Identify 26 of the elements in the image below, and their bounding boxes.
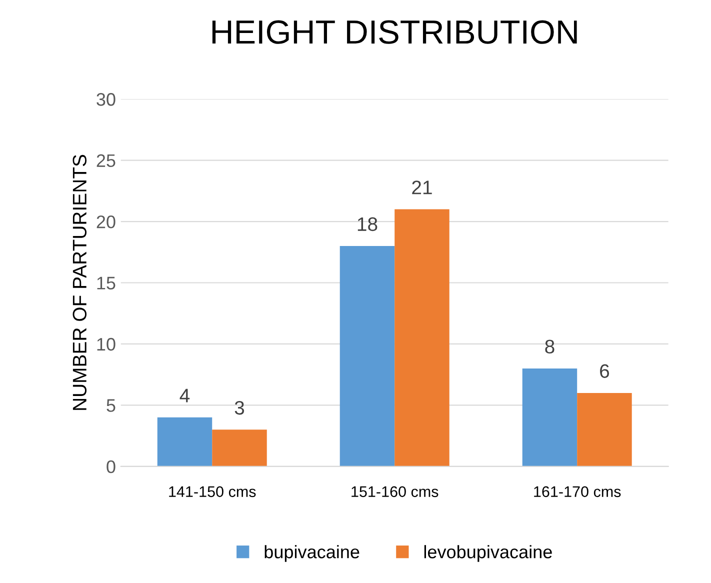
- data-label: 21: [412, 180, 432, 194]
- y-tick-label: 30: [96, 93, 116, 106]
- y-tick-label: 10: [97, 338, 116, 351]
- data-label: 18: [358, 217, 378, 232]
- y-tick-label: 15: [97, 276, 116, 290]
- x-tick-label: 141-150 cms: [169, 486, 256, 498]
- bar: [577, 392, 632, 466]
- bar: [212, 430, 267, 466]
- data-label: 3: [234, 400, 244, 415]
- x-tick-label: 151-160 cms: [352, 486, 438, 498]
- bar: [522, 368, 578, 466]
- data-label: 8: [545, 340, 554, 354]
- data-label: 6: [600, 364, 610, 378]
- chart-title: HEIGHT DISTRIBUTION: [212, 20, 577, 44]
- legend-label: bupivacaine: [264, 545, 360, 562]
- bar: [394, 209, 450, 466]
- y-tick-label: 20: [96, 215, 116, 228]
- legend-label: levobupivacaine: [424, 545, 552, 562]
- y-axis-title: NUMBER OF PARTURIENTS: [72, 154, 87, 410]
- x-tick-label: 161-170 cms: [534, 486, 621, 498]
- y-tick-label: 0: [106, 460, 116, 474]
- bar: [157, 417, 212, 466]
- bar: [340, 246, 395, 466]
- y-tick-label: 25: [96, 154, 116, 168]
- y-tick-label: 5: [106, 399, 116, 412]
- data-label: 4: [180, 388, 190, 402]
